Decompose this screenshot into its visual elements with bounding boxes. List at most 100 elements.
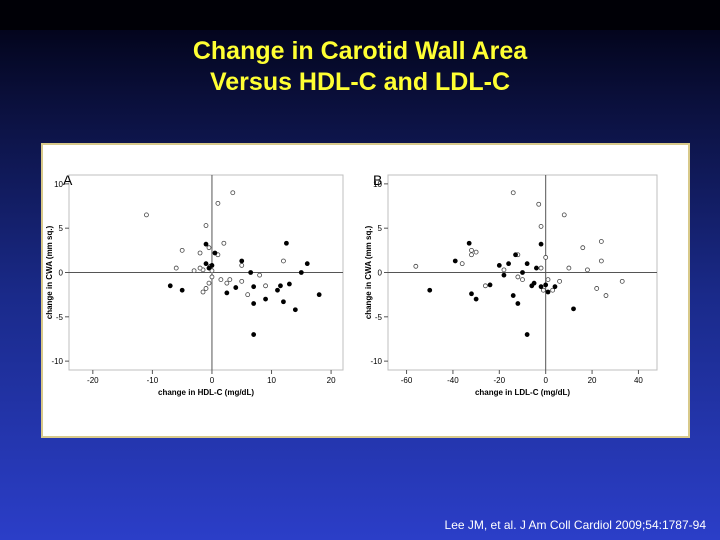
chart-B: B -60 -40 -20 0 20 40 -10 -5 0 5 10 change in LDL-C …: [364, 172, 658, 397]
open-point: [482, 283, 488, 289]
open-point: [239, 278, 245, 284]
panel-label: B: [373, 172, 382, 188]
open-point: [221, 240, 227, 246]
open-point: [191, 268, 197, 274]
filled-point: [452, 258, 458, 264]
filled-point: [203, 241, 209, 247]
open-point: [469, 247, 474, 253]
open-point: [281, 258, 286, 264]
slide-title: Change in Carotid Wall Area Versus HDL-C…: [0, 36, 720, 98]
open-point: [179, 247, 185, 253]
open-point: [218, 277, 224, 282]
open-point: [209, 268, 215, 274]
y-tick-label: 10: [373, 180, 382, 189]
filled-point: [275, 287, 280, 293]
open-point: [557, 278, 563, 284]
open-point: [603, 293, 609, 298]
y-tick-label: 0: [59, 269, 64, 278]
y-tick-label: 0: [378, 269, 383, 278]
open-point: [197, 265, 203, 271]
open-point: [197, 250, 203, 256]
open-point: [515, 274, 521, 280]
x-tick-label: -40: [447, 376, 459, 385]
filled-point: [531, 280, 537, 286]
x-tick-label: -10: [147, 376, 159, 385]
filled-point: [251, 301, 257, 306]
open-point: [209, 274, 215, 280]
filled-point: [298, 270, 304, 275]
filled-point: [543, 282, 549, 288]
filled-point: [487, 282, 493, 288]
open-point: [173, 265, 179, 271]
open-point: [510, 190, 516, 196]
open-point: [538, 265, 544, 271]
open-point: [540, 287, 546, 293]
open-point: [469, 252, 474, 258]
filled-point: [524, 332, 530, 337]
open-point: [224, 280, 230, 286]
y-tick-label: 5: [59, 224, 64, 233]
filled-point: [179, 287, 185, 293]
filled-point: [501, 272, 507, 278]
filled-point: [538, 284, 544, 290]
filled-point: [284, 240, 289, 246]
y-axis-label: change in CWA (mm sq.): [364, 225, 373, 319]
filled-point: [209, 263, 215, 268]
filled-point: [427, 287, 433, 293]
filled-point: [316, 292, 322, 298]
filled-point: [571, 306, 576, 312]
filled-point: [212, 250, 218, 256]
x-tick-label: -60: [401, 376, 413, 385]
filled-point: [513, 252, 518, 258]
top-bar: [0, 0, 720, 30]
x-tick-label: -20: [494, 376, 506, 385]
open-point: [561, 212, 567, 218]
open-point: [473, 249, 479, 255]
open-point: [206, 280, 212, 286]
title-line-2: Versus HDL-C and LDL-C: [209, 68, 511, 96]
open-point: [245, 292, 251, 298]
y-tick-label: -10: [51, 357, 63, 366]
x-tick-label: 0: [543, 376, 548, 385]
filled-point: [496, 263, 502, 268]
panel-label: A: [63, 172, 73, 188]
citation: Lee JM, et al. J Am Coll Cardiol 2009;54…: [444, 518, 706, 532]
filled-point: [278, 283, 283, 289]
y-tick-label: -5: [56, 313, 64, 322]
filled-point: [466, 240, 472, 246]
filled-point: [239, 258, 245, 264]
filled-point: [534, 265, 539, 271]
title-line-1: Change in Carotid Wall Area: [192, 37, 528, 65]
open-point: [543, 255, 549, 260]
open-point: [257, 272, 263, 278]
filled-point: [224, 290, 230, 296]
open-point: [536, 201, 542, 207]
filled-point: [248, 270, 254, 275]
filled-point: [506, 261, 511, 267]
open-point: [200, 289, 206, 295]
open-point: [566, 265, 572, 271]
open-point: [501, 267, 507, 273]
filled-point: [538, 241, 544, 247]
open-point: [545, 277, 551, 282]
filled-point: [251, 284, 257, 290]
filled-point: [524, 261, 530, 267]
open-point: [459, 261, 465, 267]
open-point: [206, 245, 212, 251]
open-point: [594, 286, 600, 291]
open-point: [538, 224, 544, 229]
open-point: [215, 200, 221, 206]
x-tick-label: 40: [634, 376, 643, 385]
open-point: [239, 263, 245, 268]
open-point: [227, 277, 233, 282]
x-tick-label: 20: [588, 376, 597, 385]
open-point: [520, 277, 525, 282]
filled-point: [304, 261, 310, 267]
open-point: [413, 263, 419, 269]
filled-point: [520, 270, 525, 275]
filled-point: [545, 289, 551, 295]
filled-point: [473, 296, 479, 302]
open-point: [585, 267, 590, 273]
filled-point: [233, 285, 239, 290]
x-tick-label: 0: [210, 376, 215, 385]
